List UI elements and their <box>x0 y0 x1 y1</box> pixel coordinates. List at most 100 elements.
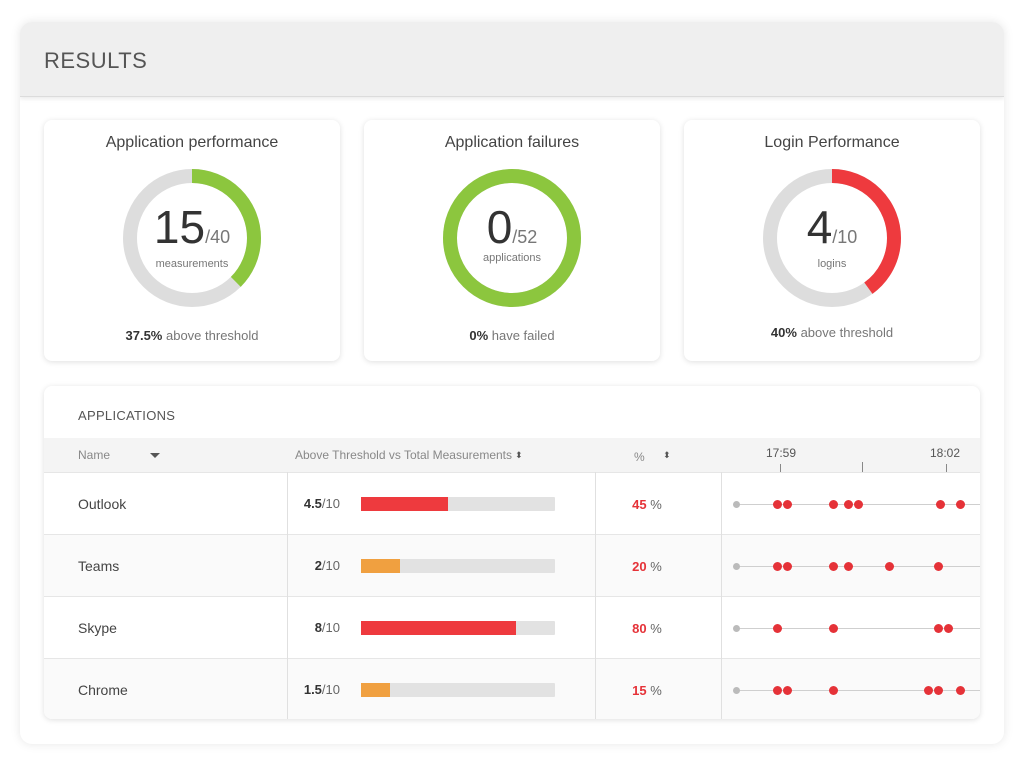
score-value: 1.5 <box>303 682 322 697</box>
table-row[interactable]: Chrome 1.5/10 15 % <box>44 658 980 719</box>
timeline-event-dot[interactable] <box>772 624 782 633</box>
score-value: 8 <box>314 620 322 635</box>
timeline-event-dot[interactable] <box>936 500 946 509</box>
sort-icon[interactable]: ⬍ <box>663 450 671 460</box>
timeline-start-marker <box>733 687 740 694</box>
timeline-event-dot[interactable] <box>772 500 782 509</box>
footer-percent: 40% <box>770 325 797 340</box>
app-name: Outlook <box>78 496 127 512</box>
column-label: Name <box>78 448 111 462</box>
card-title: Login Performance <box>764 134 900 151</box>
column-header-threshold[interactable]: Above Threshold vs Total Measurements ⬍ <box>295 438 523 472</box>
column-divider <box>721 472 722 719</box>
threshold-bar <box>361 683 555 697</box>
percent-sort-control[interactable]: ⬍ <box>660 438 671 472</box>
timeline-event-dot[interactable] <box>934 562 944 571</box>
donut-total: /10 <box>832 227 858 247</box>
timeline-time-start: 17:59 <box>766 446 797 460</box>
timeline-event-dot[interactable] <box>782 500 792 509</box>
footer-text: have failed <box>488 328 555 343</box>
table-row[interactable]: Outlook 4.5/10 45 % <box>44 472 980 535</box>
timeline-start-marker <box>733 563 740 570</box>
app-name: Skype <box>78 620 117 636</box>
applications-title: APPLICATIONS <box>78 408 176 423</box>
column-label: % <box>634 450 645 464</box>
table-header: Name Above Threshold vs Total Measuremen… <box>44 438 980 472</box>
donut-chart <box>443 169 581 307</box>
timeline-event-dot[interactable] <box>955 500 965 509</box>
applications-table: APPLICATIONS Name Above Threshold vs Tot… <box>44 386 980 719</box>
footer-text: above threshold <box>162 328 259 343</box>
donut-unit: logins <box>817 258 847 270</box>
timeline-event-dot[interactable] <box>829 562 839 571</box>
percent-unit: % <box>646 683 662 698</box>
app-score: 8/10 <box>315 620 340 635</box>
timeline-event-dot[interactable] <box>843 500 853 509</box>
timeline-time-end: 18:02 <box>930 446 961 460</box>
column-divider <box>595 472 596 719</box>
threshold-bar-fill <box>361 683 391 697</box>
timeline-line <box>736 566 980 567</box>
timeline-event-dot[interactable] <box>885 562 895 571</box>
percent-unit: % <box>646 559 662 574</box>
timeline-line <box>736 628 980 629</box>
timeline-event-dot[interactable] <box>853 500 863 509</box>
score-value: 4.5 <box>303 496 322 511</box>
timeline-event-dot[interactable] <box>782 686 792 695</box>
timeline-event-dot[interactable] <box>829 686 839 695</box>
score-total: /10 <box>321 620 340 635</box>
timeline-event-dot[interactable] <box>772 686 782 695</box>
app-percent: 15 % <box>604 683 690 698</box>
card-application-performance: Application performance 15/40 measuremen… <box>44 120 340 361</box>
donut-total: /40 <box>205 227 231 247</box>
app-name: Teams <box>78 558 120 574</box>
percent-value: 15 <box>632 683 647 698</box>
donut-center: 0/52 applications <box>442 168 582 308</box>
timeline-event-dot[interactable] <box>782 562 792 571</box>
percent-value: 20 <box>632 559 647 574</box>
donut-chart <box>763 169 901 307</box>
timeline-event-dot[interactable] <box>924 686 934 695</box>
table-row[interactable]: Teams 2/10 20 % <box>44 534 980 597</box>
timeline-tick <box>946 464 947 472</box>
card-title: Application failures <box>444 134 580 151</box>
event-timeline <box>733 680 980 700</box>
timeline-event-dot[interactable] <box>934 624 944 633</box>
card-footer: 40% above threshold <box>684 325 980 340</box>
donut-arc <box>123 169 261 307</box>
percent-value: 45 <box>632 497 647 512</box>
percent-unit: % <box>646 497 662 512</box>
threshold-bar <box>361 621 555 635</box>
app-percent: 45 % <box>604 497 690 512</box>
donut-chart <box>123 169 261 307</box>
donut-value: 4 <box>806 201 833 253</box>
app-percent: 20 % <box>604 559 690 574</box>
column-header-percent[interactable]: % <box>634 440 645 474</box>
timeline-event-dot[interactable] <box>843 562 853 571</box>
timeline-event-dot[interactable] <box>943 624 953 633</box>
app-percent: 80 % <box>604 621 690 636</box>
footer-percent: 37.5% <box>125 328 163 343</box>
app-score: 4.5/10 <box>304 496 340 511</box>
score-total: /10 <box>321 682 340 697</box>
threshold-bar <box>361 497 555 511</box>
timeline-event-dot[interactable] <box>829 500 839 509</box>
donut-value: 15 <box>153 201 206 253</box>
sort-down-icon[interactable] <box>150 453 160 458</box>
card-login-performance: Login Performance 4/10 logins 40% above … <box>684 120 980 361</box>
percent-unit: % <box>646 621 662 636</box>
timeline-line <box>736 690 980 691</box>
sort-icon[interactable]: ⬍ <box>515 450 523 460</box>
timeline-event-dot[interactable] <box>829 624 839 633</box>
timeline-event-dot[interactable] <box>772 562 782 571</box>
card-footer: 37.5% above threshold <box>44 328 340 343</box>
timeline-event-dot[interactable] <box>934 686 944 695</box>
table-row[interactable]: Skype 8/10 80 % <box>44 596 980 659</box>
column-divider <box>287 472 288 719</box>
column-header-name[interactable]: Name <box>78 438 110 472</box>
app-name: Chrome <box>78 682 128 698</box>
donut-center: 15/40 measurements <box>122 168 262 308</box>
score-total: /10 <box>321 558 340 573</box>
timeline-event-dot[interactable] <box>955 686 965 695</box>
event-timeline <box>733 556 980 576</box>
